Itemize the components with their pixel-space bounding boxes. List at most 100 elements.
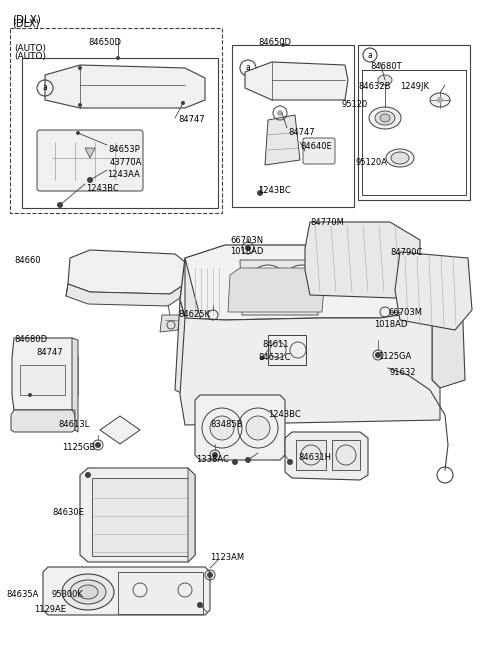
Ellipse shape [78,585,98,599]
Text: 84613L: 84613L [58,420,89,429]
Bar [10,28,222,213]
Text: a: a [368,50,372,60]
Ellipse shape [369,107,401,129]
Text: a: a [43,83,48,92]
Text: 1338AC: 1338AC [196,455,229,464]
Ellipse shape [70,580,106,604]
Bar [268,335,306,365]
Circle shape [95,442,101,448]
Text: 91632: 91632 [390,368,417,377]
Text: 84650D: 84650D [88,38,121,47]
Text: 95120A: 95120A [356,158,388,167]
Circle shape [207,572,213,578]
Text: 84660: 84660 [14,256,41,265]
Circle shape [57,202,63,208]
Polygon shape [395,252,472,330]
Text: 1243AA: 1243AA [107,170,140,179]
Text: (AUTO): (AUTO) [14,44,46,53]
Circle shape [76,131,80,135]
Circle shape [277,110,283,116]
Circle shape [245,245,251,251]
Ellipse shape [380,114,390,122]
Polygon shape [195,395,285,460]
Text: 66703N: 66703N [230,236,263,245]
FancyBboxPatch shape [37,130,143,191]
Text: 1243BC: 1243BC [86,184,119,193]
Polygon shape [265,115,300,165]
Circle shape [78,66,82,70]
Polygon shape [305,222,420,298]
Bar [22,58,218,208]
Circle shape [256,273,280,297]
Text: (AUTO): (AUTO) [14,52,46,61]
Circle shape [248,265,288,305]
Polygon shape [245,62,348,100]
Polygon shape [180,310,440,425]
Polygon shape [43,567,210,615]
Polygon shape [285,432,368,480]
Circle shape [282,265,322,305]
Text: 84632B: 84632B [358,82,391,91]
Text: 84770M: 84770M [310,218,344,227]
Text: 95800K: 95800K [52,590,84,599]
Circle shape [181,101,185,105]
Circle shape [232,459,238,465]
Text: 84747: 84747 [178,115,204,124]
Bar [332,440,360,470]
Circle shape [287,459,293,465]
Text: 84680D: 84680D [14,335,47,344]
Circle shape [212,452,218,458]
Circle shape [78,103,82,107]
Polygon shape [180,245,435,320]
Ellipse shape [375,111,395,125]
Ellipse shape [391,152,409,164]
Ellipse shape [386,149,414,167]
Text: 84640E: 84640E [300,142,332,151]
Text: 84747: 84747 [36,348,62,357]
Text: a: a [246,64,251,73]
Text: (DLX): (DLX) [12,14,41,24]
Text: 1249JK: 1249JK [400,82,429,91]
Bar [20,365,65,395]
Text: (DLX): (DLX) [12,18,39,28]
Circle shape [375,352,381,358]
Text: 1125GA: 1125GA [378,352,411,361]
Circle shape [245,457,251,463]
Bar [358,45,470,200]
Text: 84625K: 84625K [178,310,210,319]
Ellipse shape [430,93,450,107]
Polygon shape [228,268,325,312]
Text: 84653P: 84653P [108,145,140,154]
Bar [118,572,203,614]
Bar [296,440,326,470]
Circle shape [260,356,264,360]
Text: 1123AM: 1123AM [210,553,244,562]
Text: 84611: 84611 [262,340,288,349]
Circle shape [85,472,91,478]
Text: 1018AD: 1018AD [374,320,408,329]
Polygon shape [240,260,320,315]
Circle shape [246,416,270,440]
Circle shape [281,43,285,47]
Text: 83485B: 83485B [210,420,242,429]
Text: 84630E: 84630E [52,508,84,517]
Circle shape [210,416,234,440]
Text: 84650D: 84650D [258,38,291,47]
Circle shape [87,177,93,183]
Polygon shape [85,148,95,158]
Text: 1018AD: 1018AD [230,247,264,256]
Circle shape [116,56,120,60]
Text: 84635A: 84635A [6,590,38,599]
Text: 84631C: 84631C [258,353,290,362]
Text: 1243BC: 1243BC [268,410,301,419]
Polygon shape [66,284,182,306]
Circle shape [197,602,203,608]
Text: 84747: 84747 [288,128,314,137]
Circle shape [257,190,263,196]
Polygon shape [432,290,465,388]
Polygon shape [12,338,78,410]
Text: 84680T: 84680T [370,62,402,71]
Ellipse shape [378,75,392,85]
Ellipse shape [62,574,114,610]
Polygon shape [175,258,220,395]
